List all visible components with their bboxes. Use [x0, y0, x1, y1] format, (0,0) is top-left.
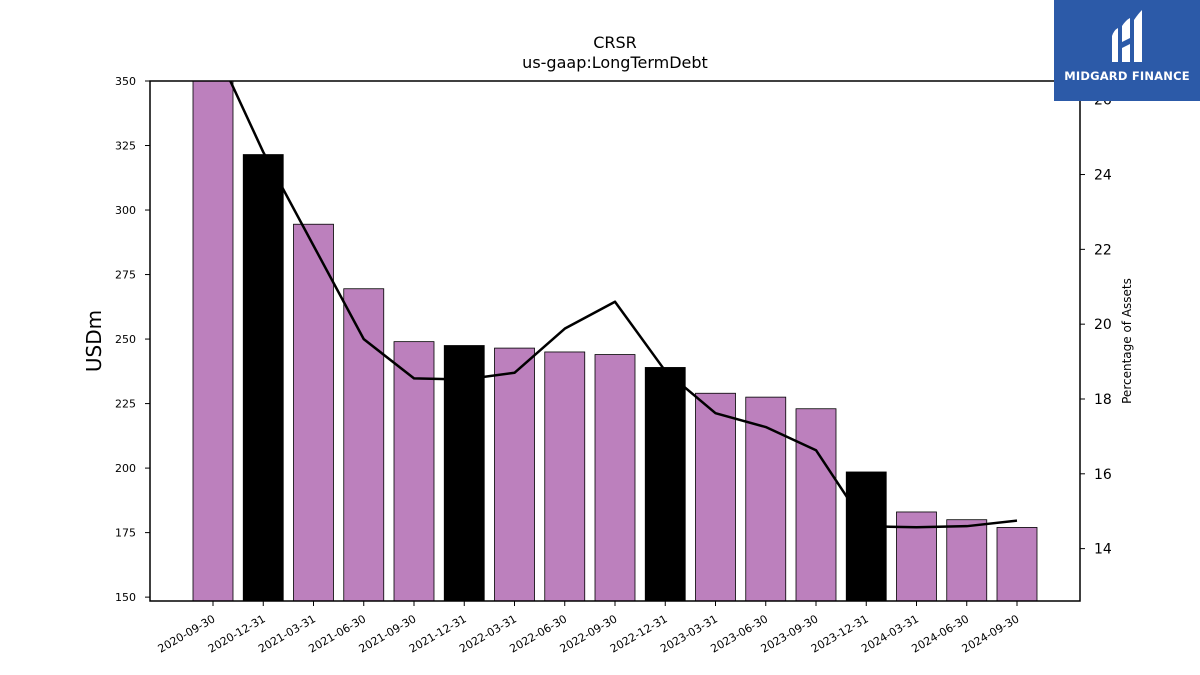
bar-2022-06-30	[544, 351, 586, 601]
bar-2020-12-31	[242, 154, 284, 601]
y-right-tick-label: 22	[1094, 242, 1112, 258]
bar-2023-12-31	[845, 471, 887, 601]
y-tick-label: 200	[115, 462, 136, 475]
y-tick-label: 150	[115, 591, 136, 604]
bar-2023-09-30	[795, 408, 837, 601]
bar-2024-03-31	[896, 511, 937, 601]
y-tick-label: 275	[115, 269, 136, 282]
logo-mark-icon	[1112, 10, 1142, 62]
bar-2024-06-30	[946, 519, 988, 601]
y-tick-label: 225	[115, 398, 136, 411]
bar-2023-03-31	[695, 392, 736, 601]
y-tick-label: 350	[115, 75, 136, 88]
y-right-tick-label: 16	[1094, 467, 1112, 483]
y-right-tick-label: 14	[1094, 542, 1112, 558]
bar-2020-09-30	[192, 81, 234, 601]
y-right-tick-label: 18	[1094, 392, 1112, 408]
y-tick-label: 300	[115, 204, 136, 217]
line-series-group	[228, 81, 1018, 529]
bar-2022-03-31	[494, 347, 535, 601]
y-tick-label: 250	[115, 333, 136, 346]
bar-2021-06-30	[343, 288, 385, 601]
plot-area: 150 175 200 225 250 275 300 325 350 14 16 18 20 22 24 2…	[115, 75, 1112, 656]
bar-2022-09-30	[594, 354, 636, 601]
y-axis-right-label: Percentage of Assets	[1120, 278, 1134, 404]
x-tick-label: 2024-09-30	[960, 612, 1022, 655]
bar-2022-12-31	[644, 367, 686, 601]
midgard-finance-logo: MIDGARD FINANCE	[1054, 0, 1200, 101]
bar-2024-09-30	[996, 527, 1038, 601]
bars	[192, 81, 1038, 601]
bar-2021-09-30	[393, 341, 435, 601]
y-axis-label: USDm	[82, 310, 106, 372]
bar-2021-03-31	[293, 223, 334, 601]
y-tick-label: 175	[115, 527, 136, 540]
logo-text: MIDGARD FINANCE	[1064, 69, 1190, 83]
chart-subtitle: us-gaap:LongTermDebt	[522, 53, 708, 72]
bar-2023-06-30	[745, 396, 787, 601]
chart-title: CRSR	[593, 33, 637, 52]
y-tick-label: 325	[115, 140, 136, 153]
bar-2021-12-31	[443, 345, 485, 601]
y-right-tick-label: 20	[1094, 317, 1112, 333]
y-right-tick-label: 24	[1094, 168, 1112, 184]
percentage-line	[228, 81, 1018, 529]
